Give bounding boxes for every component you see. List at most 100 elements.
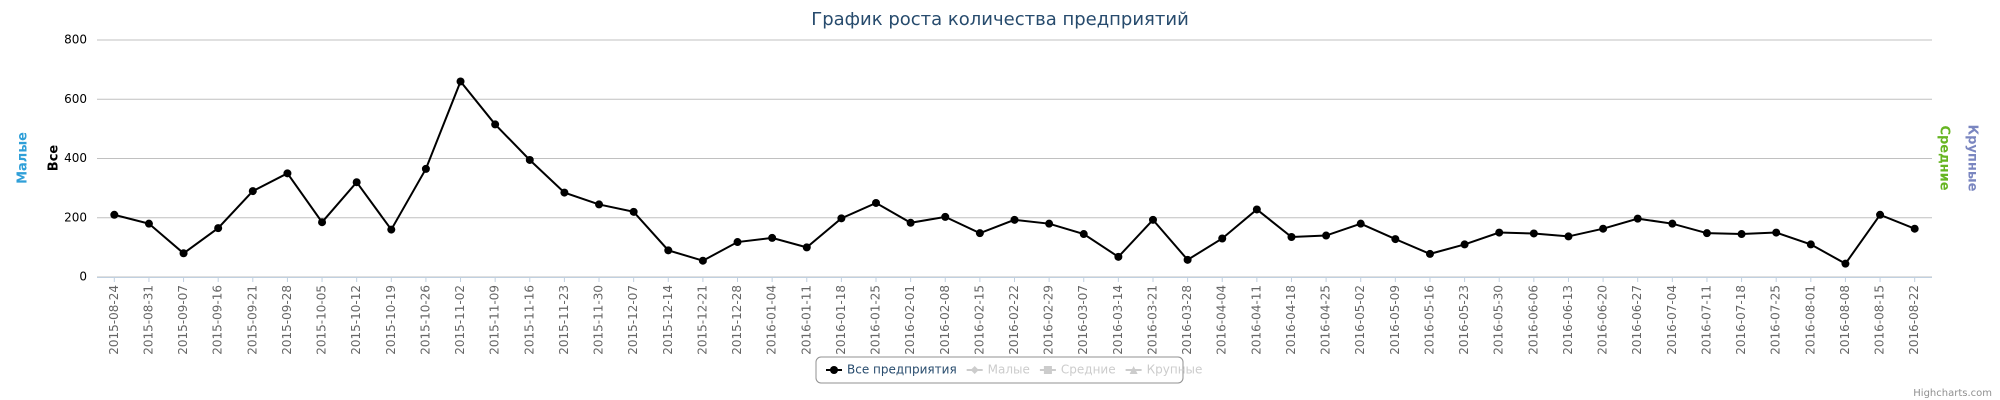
x-tick-label: 2016-01-25 xyxy=(869,285,883,355)
data-point xyxy=(110,210,119,219)
data-point xyxy=(595,200,604,209)
x-tick-label: 2016-04-25 xyxy=(1319,285,1333,355)
legend-box xyxy=(815,356,1184,384)
x-tick-label: 2016-07-11 xyxy=(1699,285,1713,355)
x-tick-label: 2016-07-25 xyxy=(1769,285,1783,355)
x-tick-label: 2016-05-30 xyxy=(1492,285,1506,355)
x-tick-label: 2016-08-22 xyxy=(1907,285,1921,355)
data-point xyxy=(768,233,777,242)
x-tick-label: 2015-12-07 xyxy=(626,285,640,355)
data-point xyxy=(975,229,984,238)
data-point xyxy=(525,155,534,164)
data-point xyxy=(1702,229,1711,238)
x-tick-label: 2016-07-18 xyxy=(1734,285,1748,355)
x-tick-label: 2016-07-04 xyxy=(1665,285,1679,355)
data-point xyxy=(664,246,673,255)
data-point xyxy=(1529,229,1538,238)
data-point xyxy=(1148,215,1157,224)
data-point xyxy=(560,188,569,197)
x-tick-label: 2016-08-15 xyxy=(1873,285,1887,355)
x-tick-label: 2015-12-21 xyxy=(695,285,709,355)
data-point xyxy=(1287,233,1296,242)
data-point xyxy=(1010,215,1019,224)
data-point xyxy=(837,214,846,223)
data-point xyxy=(1218,234,1227,243)
x-tick-label: 2015-09-16 xyxy=(211,285,225,355)
axis-title: Малые xyxy=(16,132,31,184)
x-tick-label: 2016-02-22 xyxy=(1007,285,1021,355)
x-tick-label: 2016-03-14 xyxy=(1111,285,1125,355)
data-point xyxy=(456,77,465,86)
data-point xyxy=(352,178,361,187)
legend-item[interactable]: Крупные xyxy=(1147,363,1203,377)
credits[interactable]: Highcharts.com xyxy=(1913,388,1992,399)
x-tick-label: 2015-09-21 xyxy=(245,285,259,355)
data-point xyxy=(1841,259,1850,268)
data-point xyxy=(144,219,153,228)
x-tick-label: 2015-12-28 xyxy=(730,285,744,355)
y-tick-label: 0 xyxy=(79,270,87,284)
legend-symbol xyxy=(830,366,838,374)
x-tick-label: 2015-11-16 xyxy=(522,285,536,355)
data-point xyxy=(491,120,500,129)
legend-item[interactable]: Все предприятия xyxy=(847,363,957,377)
data-point xyxy=(872,198,881,207)
data-point xyxy=(1876,210,1885,219)
x-tick-label: 2015-11-23 xyxy=(557,285,571,355)
data-point xyxy=(318,218,327,227)
x-tick-label: 2016-02-08 xyxy=(938,285,952,355)
data-point xyxy=(906,218,915,227)
data-point xyxy=(214,224,223,233)
x-tick-label: 2015-10-05 xyxy=(315,285,329,355)
x-tick-label: 2015-08-24 xyxy=(107,285,121,355)
axis-title: Все xyxy=(47,145,62,172)
axis-title: Крупные xyxy=(1965,125,1980,192)
x-tick-label: 2015-09-28 xyxy=(280,285,294,355)
data-point xyxy=(1599,224,1608,233)
x-tick-label: 2016-08-08 xyxy=(1838,285,1852,355)
y-tick-label: 800 xyxy=(64,33,87,47)
legend-item[interactable]: Средние xyxy=(1061,363,1116,377)
x-tick-label: 2015-10-26 xyxy=(418,285,432,355)
x-tick-label: 2016-05-16 xyxy=(1422,285,1436,355)
x-tick-label: 2016-03-28 xyxy=(1180,285,1194,355)
data-point xyxy=(1772,228,1781,237)
data-point xyxy=(1910,224,1919,233)
data-point xyxy=(1633,214,1642,223)
x-tick-label: 2016-01-11 xyxy=(799,285,813,355)
x-tick-label: 2016-04-18 xyxy=(1284,285,1298,355)
data-point xyxy=(629,207,638,216)
y-tick-label: 600 xyxy=(64,92,87,106)
data-point xyxy=(1425,249,1434,258)
x-tick-label: 2016-02-01 xyxy=(903,285,917,355)
data-point xyxy=(1668,219,1677,228)
data-point xyxy=(698,256,707,265)
data-point xyxy=(1495,228,1504,237)
data-point xyxy=(1391,235,1400,244)
legend-symbol xyxy=(1043,366,1052,374)
x-tick-label: 2016-06-20 xyxy=(1596,285,1610,355)
y-tick-label: 200 xyxy=(64,210,87,224)
x-tick-label: 2016-01-18 xyxy=(834,285,848,355)
data-point xyxy=(179,249,188,258)
legend-symbol xyxy=(1129,366,1138,374)
data-point xyxy=(283,169,292,178)
data-point xyxy=(1737,230,1746,239)
x-tick-label: 2016-08-01 xyxy=(1803,285,1817,355)
x-tick-label: 2016-02-29 xyxy=(1042,285,1056,355)
x-tick-label: 2015-11-02 xyxy=(453,285,467,355)
x-tick-label: 2016-05-02 xyxy=(1353,285,1367,355)
chart-title: График роста количества предприятий xyxy=(811,9,1189,30)
y-tick-label: 400 xyxy=(64,151,87,165)
x-tick-label: 2016-04-11 xyxy=(1249,285,1263,355)
data-point xyxy=(1460,240,1469,249)
data-point xyxy=(941,212,950,221)
x-tick-label: 2015-11-30 xyxy=(592,285,606,355)
legend-item[interactable]: Малые xyxy=(988,363,1030,377)
data-point xyxy=(1356,219,1365,228)
x-tick-label: 2015-09-07 xyxy=(176,285,190,355)
data-point xyxy=(1114,252,1123,261)
data-point xyxy=(1079,230,1088,239)
data-point xyxy=(1183,255,1192,264)
